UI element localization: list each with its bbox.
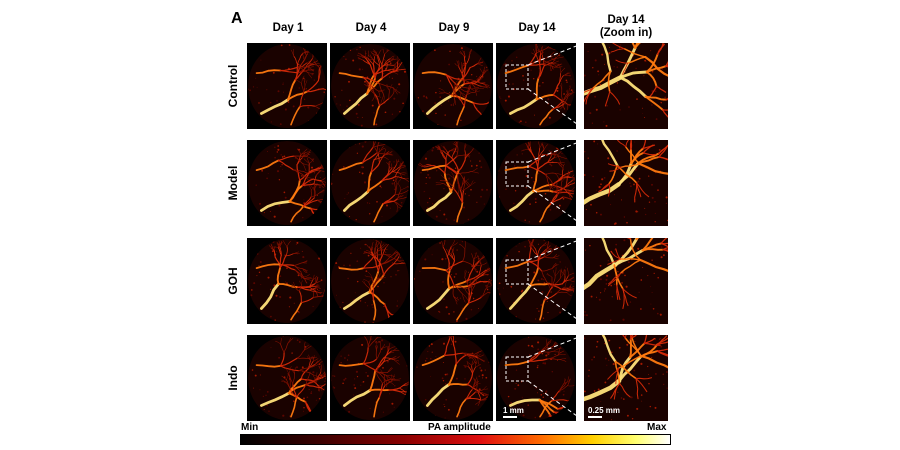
scale-bar-main: 1 mm bbox=[503, 406, 524, 418]
column-header-zoom: Day 14 (Zoom in) bbox=[584, 14, 668, 40]
zoom-header-line1: Day 14 bbox=[607, 14, 645, 26]
colorbar-min-label: Min bbox=[241, 422, 259, 433]
scale-bar-zoom-line bbox=[588, 416, 602, 418]
pa-image-control-day4 bbox=[330, 43, 410, 129]
pa-image-model-day4 bbox=[330, 140, 410, 226]
scale-bar-main-line bbox=[503, 416, 517, 418]
scale-bar-zoom: 0.25 mm bbox=[588, 406, 620, 418]
pa-image-goh-day9 bbox=[413, 238, 493, 324]
colorbar-title: PA amplitude bbox=[428, 422, 491, 433]
pa-image-control-day1 bbox=[247, 43, 327, 129]
column-header-day9: Day 9 bbox=[438, 22, 470, 34]
zoom-header-line2: (Zoom in) bbox=[599, 27, 653, 39]
pa-image-goh-day4 bbox=[330, 238, 410, 324]
scale-bar-main-label: 1 mm bbox=[503, 406, 524, 415]
scale-bar-zoom-label: 0.25 mm bbox=[588, 406, 621, 415]
pa-image-indo-day4 bbox=[330, 335, 410, 421]
pa-image-model-day9 bbox=[413, 140, 493, 226]
pa-image-goh-day14 bbox=[496, 238, 576, 324]
pa-image-control-day14 bbox=[496, 43, 576, 129]
pa-image-indo-zoom bbox=[584, 335, 668, 421]
pa-image-model-day14 bbox=[496, 140, 576, 226]
pa-image-indo-day1 bbox=[247, 335, 327, 421]
pa-image-goh-day1 bbox=[247, 238, 327, 324]
panel-letter: A bbox=[231, 10, 243, 27]
colorbar bbox=[240, 434, 671, 445]
column-header-day4: Day 4 bbox=[355, 22, 387, 34]
pa-image-control-day9 bbox=[413, 43, 493, 129]
column-header-day1: Day 1 bbox=[272, 22, 304, 34]
colorbar-max-label: Max bbox=[647, 422, 667, 433]
column-header-day14: Day 14 bbox=[518, 22, 556, 34]
pa-image-goh-zoom bbox=[584, 238, 668, 324]
pa-image-model-zoom bbox=[584, 140, 668, 226]
pa-image-control-zoom bbox=[584, 43, 668, 129]
pa-image-model-day1 bbox=[247, 140, 327, 226]
pa-image-indo-day9 bbox=[413, 335, 493, 421]
